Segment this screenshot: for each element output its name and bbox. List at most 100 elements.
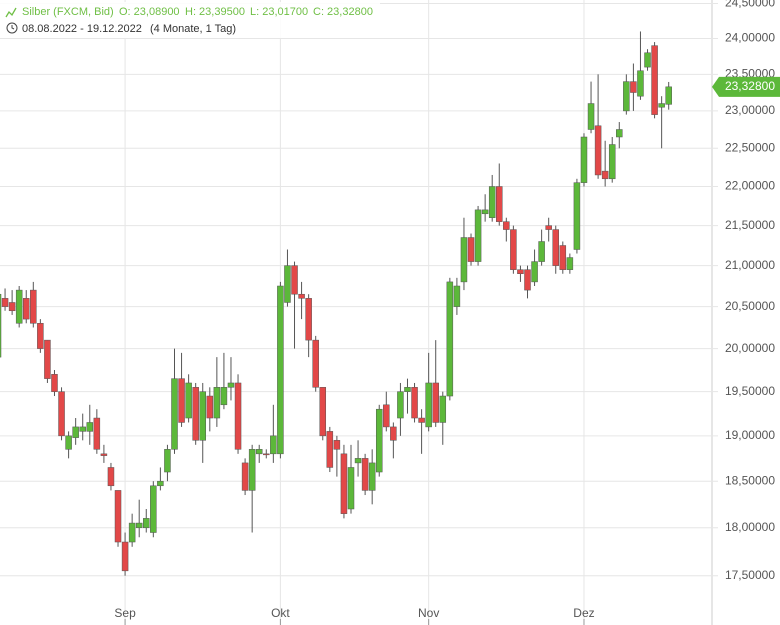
candle-body xyxy=(474,209,482,262)
y-tick-label: 21,00000 xyxy=(725,258,775,272)
candle-body xyxy=(220,387,228,406)
candle-body xyxy=(150,485,157,533)
candle-body xyxy=(44,339,51,379)
x-tick-label: Nov xyxy=(418,606,439,620)
candle-body xyxy=(573,182,581,250)
candle-body xyxy=(665,86,672,105)
candle-body xyxy=(390,426,397,441)
candle-body xyxy=(0,293,2,358)
ohlc-high: H: 23,39500 xyxy=(185,6,245,18)
x-tick-label: Dez xyxy=(573,606,594,620)
candle-body xyxy=(86,422,94,432)
y-tick-label: 18,50000 xyxy=(725,473,775,487)
candle-body xyxy=(460,237,468,283)
chart-icon xyxy=(5,7,17,18)
candle-body xyxy=(658,103,665,108)
y-tick-label: 24,50000 xyxy=(725,0,775,10)
candle-body xyxy=(206,395,214,419)
candle-body xyxy=(383,404,390,428)
candle-body xyxy=(623,81,630,112)
candle-body xyxy=(100,453,108,456)
candle-body xyxy=(439,395,447,423)
candle-body xyxy=(234,382,242,450)
ohlc-low: L: 23,01700 xyxy=(250,6,308,18)
candle-body xyxy=(114,490,122,543)
clock-icon xyxy=(6,22,18,34)
candle-body xyxy=(319,387,327,437)
candle-body xyxy=(616,129,623,138)
candle-body xyxy=(425,382,432,428)
y-tick-label: 22,00000 xyxy=(725,179,775,193)
candle-body xyxy=(72,426,79,438)
candle-body xyxy=(284,265,291,303)
candle-body xyxy=(601,170,609,180)
candle-body xyxy=(164,449,171,473)
price-tag-label: 23,32800 xyxy=(725,79,775,93)
y-tick-label: 22,50000 xyxy=(725,140,775,154)
candle-body xyxy=(608,144,616,180)
y-tick-label: 19,00000 xyxy=(725,428,775,442)
y-tick-label: 20,50000 xyxy=(725,299,775,313)
candle-body xyxy=(128,522,136,543)
candle-body xyxy=(65,435,72,450)
candle-body xyxy=(587,103,595,130)
candle-body xyxy=(305,298,312,341)
candle-body xyxy=(630,81,637,93)
candle-body xyxy=(107,467,115,487)
candle-body xyxy=(503,221,510,230)
candle-body xyxy=(15,289,23,324)
x-tick-label: Okt xyxy=(271,606,290,620)
candle-body xyxy=(291,265,298,295)
candle-body xyxy=(397,391,404,419)
candle-body xyxy=(30,289,37,324)
candle-body xyxy=(375,408,383,473)
candle-body xyxy=(333,440,341,450)
candle-body xyxy=(496,186,503,222)
candle-body xyxy=(93,417,101,450)
header-bg xyxy=(0,2,380,38)
candle-body xyxy=(135,522,143,529)
candle-body xyxy=(298,293,305,299)
candle-body xyxy=(1,298,9,307)
candle-body xyxy=(481,209,489,215)
grid xyxy=(0,0,718,625)
candle-body xyxy=(241,462,249,491)
ohlc-open: O: 23,08900 xyxy=(119,6,180,18)
candle-body xyxy=(178,378,185,423)
candle-body xyxy=(121,541,129,572)
candle-body xyxy=(58,391,65,437)
candle-body xyxy=(51,374,58,392)
header: Silber (FXCM, Bid) O: 23,08900 H: 23,395… xyxy=(0,2,380,38)
y-tick-label: 23,00000 xyxy=(725,103,775,117)
ohlc-close: C: 23,32800 xyxy=(313,6,373,18)
candle-body xyxy=(326,431,334,468)
candle-body xyxy=(488,186,496,218)
candle-body xyxy=(79,426,86,432)
candle-body xyxy=(340,453,348,514)
x-tick-label: Sep xyxy=(114,606,136,620)
candle-body xyxy=(312,339,319,388)
y-tick-label: 21,50000 xyxy=(725,218,775,232)
candle-body xyxy=(566,257,574,270)
candle-body xyxy=(270,435,277,455)
candle-body xyxy=(517,269,524,274)
period: (4 Monate, 1 Tag) xyxy=(150,23,236,35)
candle-body xyxy=(185,382,192,419)
candle-body xyxy=(354,458,362,464)
candle-body xyxy=(157,480,164,487)
candle-body xyxy=(213,387,221,419)
candle-body xyxy=(255,449,263,455)
instrument: Silber (FXCM, Bid) xyxy=(22,6,114,18)
candle-body xyxy=(411,387,418,419)
candle-body xyxy=(418,417,425,423)
candle-body xyxy=(580,136,588,183)
candle-body xyxy=(37,323,44,349)
candle-body xyxy=(559,245,567,270)
date-range: 08.08.2022 - 19.12.2022 xyxy=(22,23,142,35)
candles xyxy=(0,31,672,576)
candle-body xyxy=(368,462,376,491)
clock-hand xyxy=(11,25,15,30)
candle-body xyxy=(277,285,284,455)
candle-body xyxy=(22,298,30,320)
y-tick-label: 18,00000 xyxy=(725,520,775,534)
